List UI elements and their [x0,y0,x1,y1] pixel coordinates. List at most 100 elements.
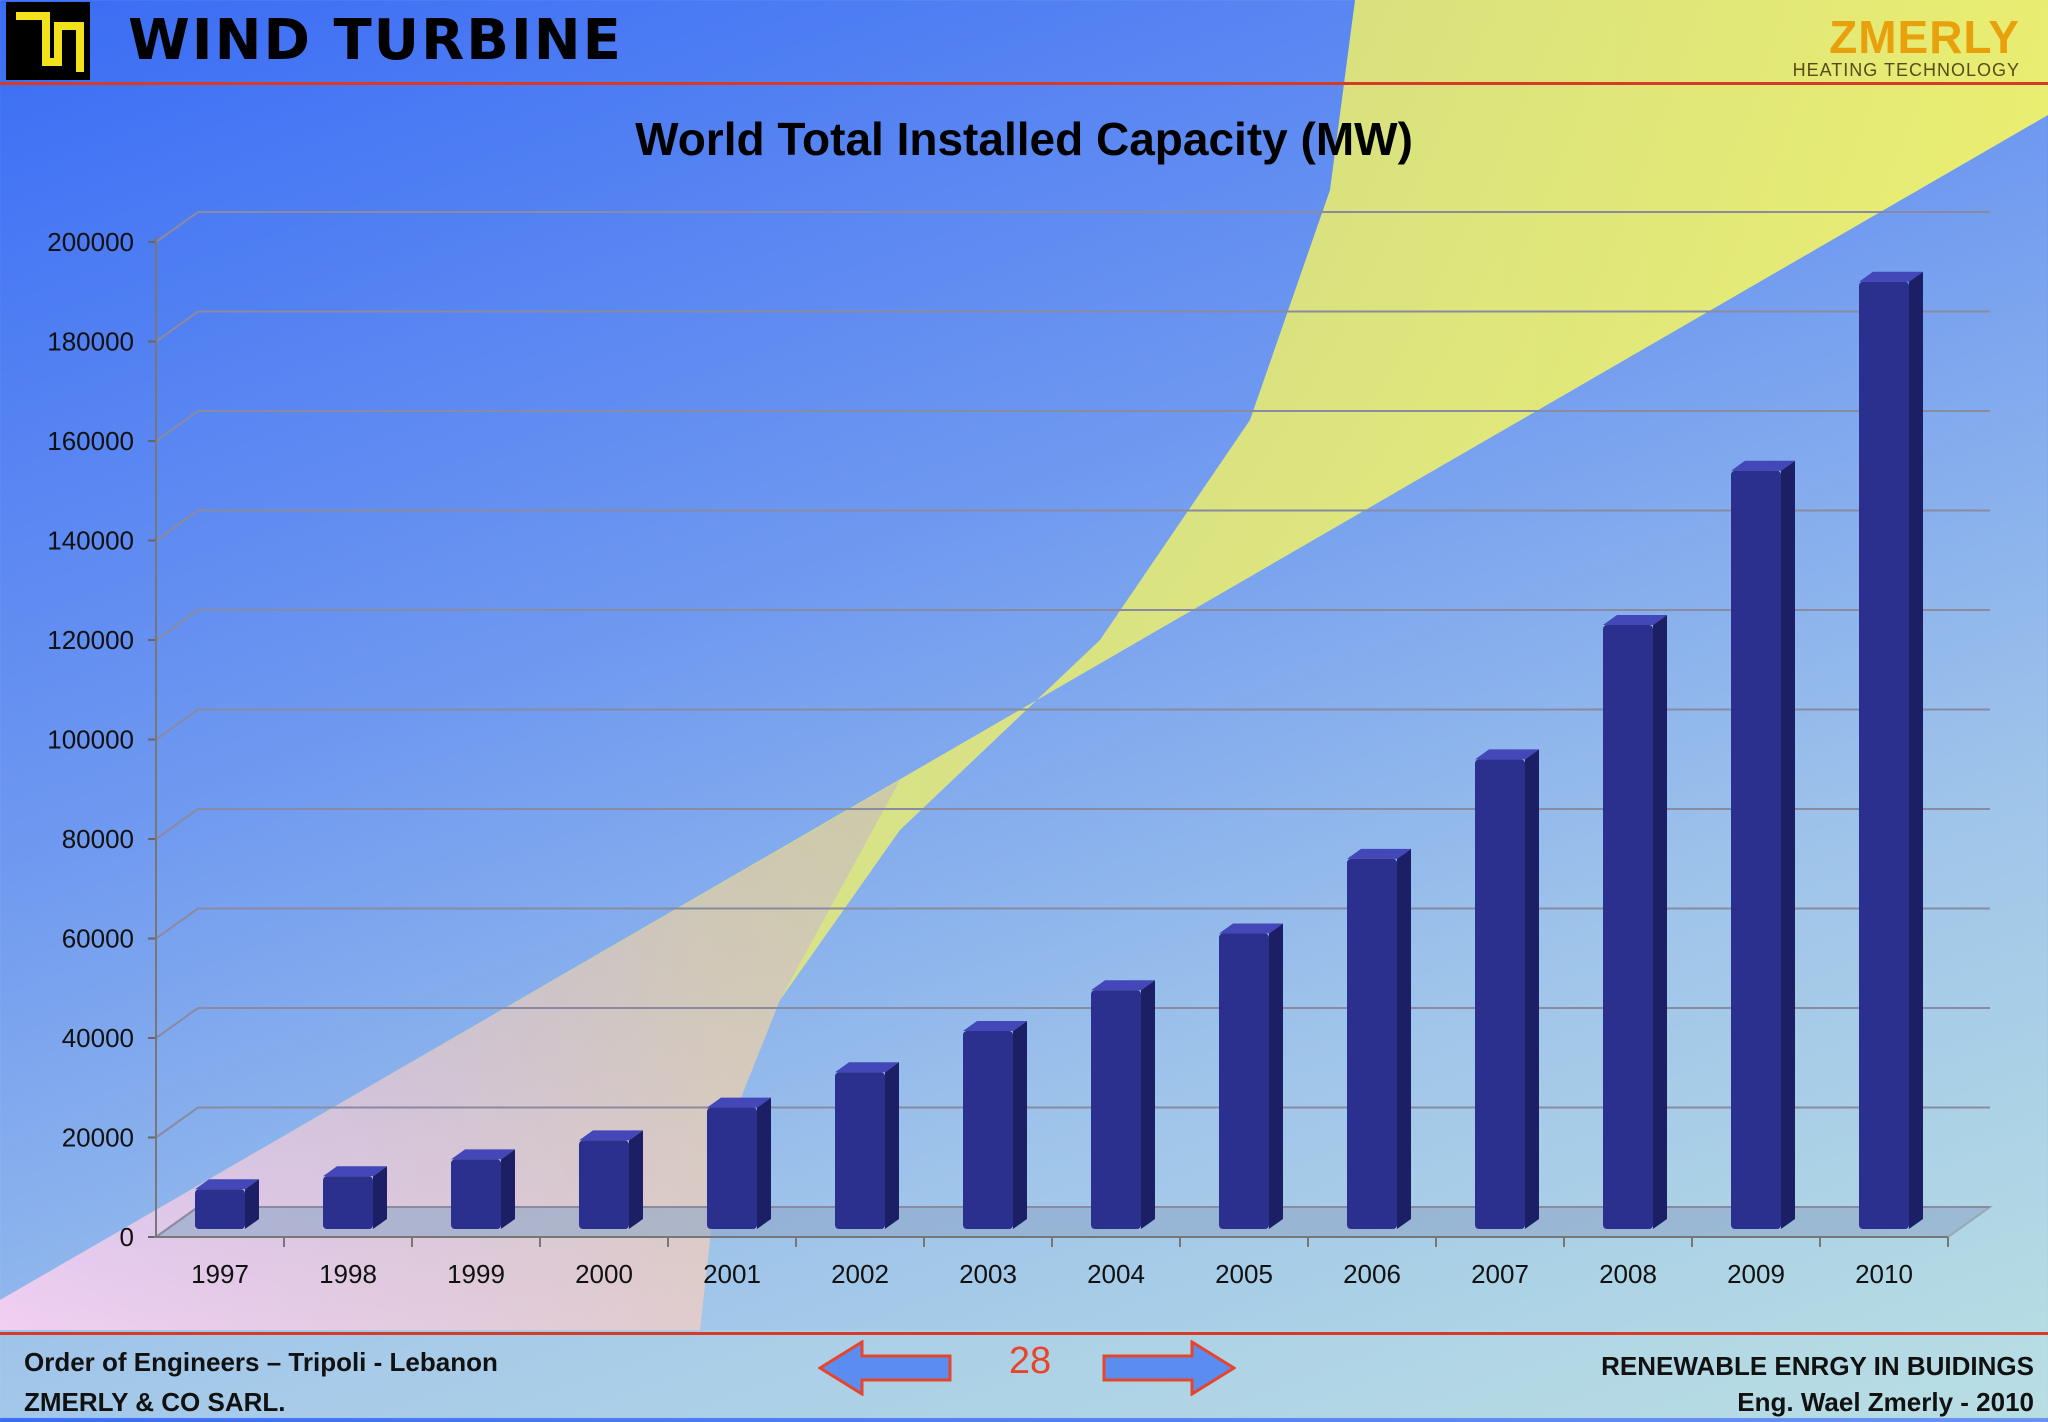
bar [1603,625,1653,1229]
footer-band [0,1330,2048,1418]
gridline-depth [155,1007,199,1039]
footer-organization: Order of Engineers – Tripoli - Lebanon [24,1347,498,1377]
gridline-depth [155,1106,199,1139]
y-tick-label: 200000 [47,227,134,257]
y-tick-label: 100000 [47,725,134,755]
bar-top [195,1179,259,1190]
footer-subject: RENEWABLE ENRGY IN BUIDINGS [1601,1351,2034,1381]
bar [963,1030,1013,1229]
y-tick-label: 120000 [47,625,134,655]
bar-side [1653,615,1667,1229]
y-tick-label: 80000 [62,824,134,854]
bar-side [1781,460,1795,1229]
bar [1219,933,1269,1229]
bar-side [1397,848,1411,1229]
bar [707,1107,757,1229]
x-tick-label: 2002 [831,1259,889,1289]
y-tick-label: 20000 [62,1123,134,1153]
bar [835,1072,885,1229]
x-tick-label: 2010 [1855,1259,1913,1289]
bar-top [323,1166,387,1177]
bar [1475,759,1525,1229]
chart-floor [152,1206,1994,1238]
x-tick-label: 2008 [1599,1259,1657,1289]
y-tick-label: 0 [120,1222,134,1252]
x-tick-label: 2001 [703,1259,761,1289]
y-tick-label: 160000 [47,426,134,456]
gridline-depth [155,907,199,940]
y-tick-label: 60000 [62,924,134,954]
bar-side [1525,749,1539,1229]
footer-company: ZMERLY & CO SARL. [24,1387,286,1417]
gridline-depth [155,310,199,343]
previous-slide-button[interactable] [817,1339,954,1401]
brand-block: ZMERLY HEATING TECHNOLOGY [1793,10,2020,81]
bar [1731,470,1781,1229]
x-tick-label: 2009 [1727,1259,1785,1289]
yellow-wedge [0,0,2048,1330]
page-number: 28 [1008,1340,1052,1382]
left-arrow-icon [817,1339,952,1397]
y-tick-label: 40000 [62,1023,134,1053]
x-tick-label: 2007 [1471,1259,1529,1289]
right-arrow-icon [1102,1339,1237,1397]
y-tick-label: 140000 [47,526,134,556]
chart-title: World Total Installed Capacity (MW) [635,113,1413,165]
bar-side [1269,923,1283,1229]
bar-top [579,1130,643,1141]
bar-top [451,1149,515,1160]
bar-top [1603,615,1667,626]
company-logo-icon [6,2,90,80]
x-tick-label: 2003 [959,1259,1017,1289]
bar-side [245,1179,259,1229]
x-tick-label: 2005 [1215,1259,1273,1289]
x-tick-label: 1997 [191,1259,249,1289]
bar-side [885,1062,899,1229]
page-title: WIND TURBINE [128,8,623,73]
bar-top [1475,749,1539,760]
bar-side [1909,271,1923,1229]
gridline-depth [155,509,199,542]
brand-subtitle: HEATING TECHNOLOGY [1792,60,2020,80]
bar [1347,858,1397,1229]
gridline-depth [155,609,199,641]
bar [1859,281,1909,1229]
bar [451,1159,501,1229]
footer-author: Eng. Wael Zmerly - 2010 [1737,1387,2034,1417]
gridline-depth [155,708,199,741]
gridline-depth [155,211,199,243]
bar [1091,990,1141,1229]
bar [323,1176,373,1229]
bar-side [1013,1020,1027,1229]
bar [195,1189,245,1229]
brand-name: ZMERLY [1829,11,2020,63]
footer-right: RENEWABLE ENRGY IN BUIDINGS Eng. Wael Zm… [1601,1348,2034,1420]
bar-top [1091,980,1155,991]
next-slide-button[interactable] [1100,1339,1237,1401]
bar-top [1731,460,1795,471]
footer-divider [0,1332,2048,1335]
gridline-depth [155,808,199,840]
bar-top [963,1020,1027,1031]
bar-side [501,1149,515,1229]
bar-top [1219,923,1283,934]
bar-side [629,1130,643,1229]
x-tick-label: 2006 [1343,1259,1401,1289]
bar-side [373,1166,387,1229]
bar-side [1141,980,1155,1229]
header-divider [0,82,2048,85]
x-tick-label: 1998 [319,1259,377,1289]
bar [579,1140,629,1229]
bar-top [1859,271,1923,282]
bar-top [707,1097,771,1108]
y-tick-label: 180000 [47,327,134,357]
footer-left: Order of Engineers – Tripoli - Lebanon Z… [24,1342,498,1422]
x-tick-label: 2004 [1087,1259,1145,1289]
x-tick-label: 1999 [447,1259,505,1289]
x-tick-label: 2000 [575,1259,633,1289]
bar-side [757,1097,771,1229]
bar-top [1347,848,1411,859]
gridline-depth [155,410,199,442]
bar-top [835,1062,899,1073]
